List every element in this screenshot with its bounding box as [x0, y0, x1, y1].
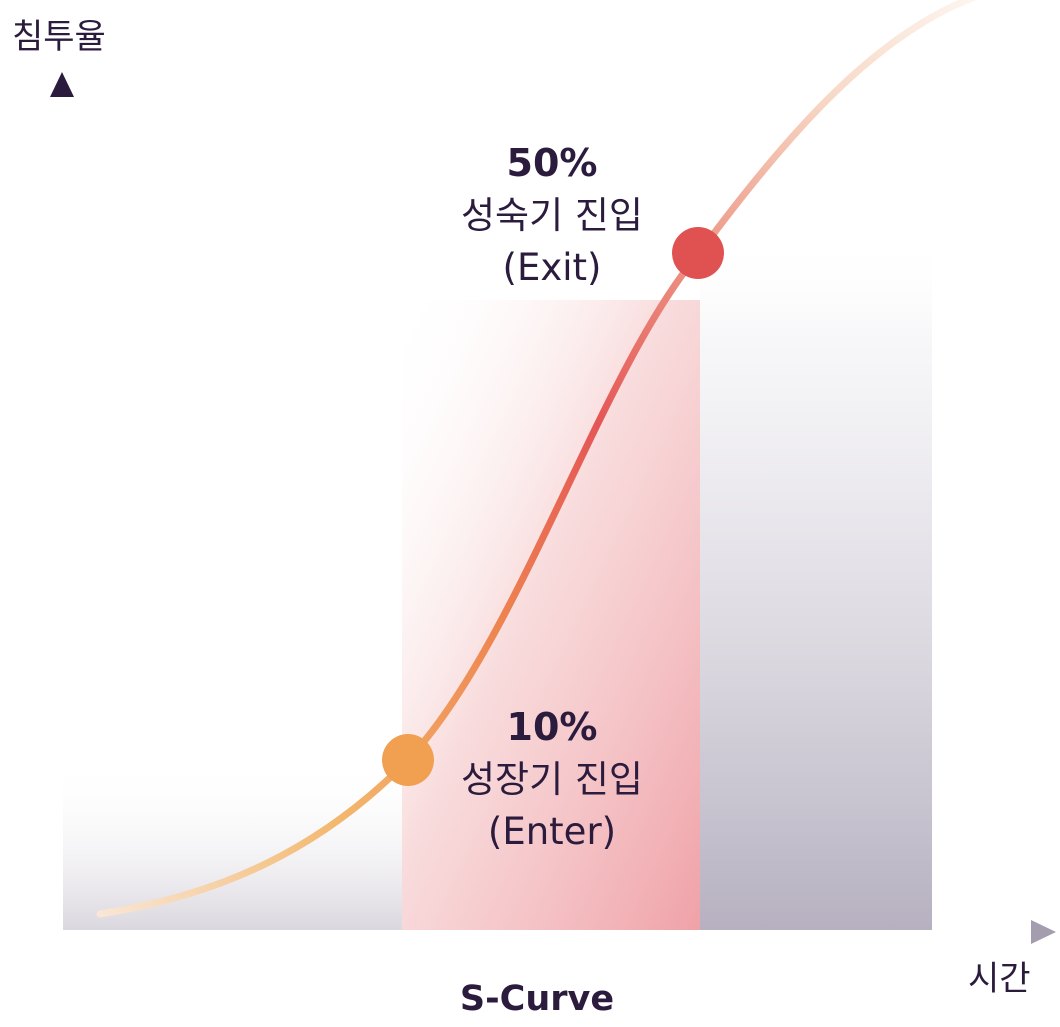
enter-marker: [382, 734, 434, 786]
enter-percent: 10%: [507, 705, 598, 749]
x-axis-arrowhead: [1031, 920, 1056, 944]
enter-english: (Enter): [488, 810, 616, 853]
intro-zone: [63, 760, 402, 930]
figure-caption: S-Curve: [460, 979, 614, 1019]
exit-stage: 성숙기 진입: [461, 194, 643, 237]
enter-stage: 성장기 진입: [461, 758, 643, 801]
y-axis-label: 침투율: [12, 17, 106, 57]
exit-english: (Exit): [503, 246, 602, 289]
exit-percent: 50%: [507, 141, 598, 185]
growth-zone: [402, 300, 700, 930]
x-axis-label: 시간: [968, 959, 1031, 999]
mature-zone: [700, 235, 932, 930]
s-curve: [96, 0, 977, 918]
y-axis-arrowhead: [50, 72, 74, 97]
exit-marker: [672, 227, 724, 279]
